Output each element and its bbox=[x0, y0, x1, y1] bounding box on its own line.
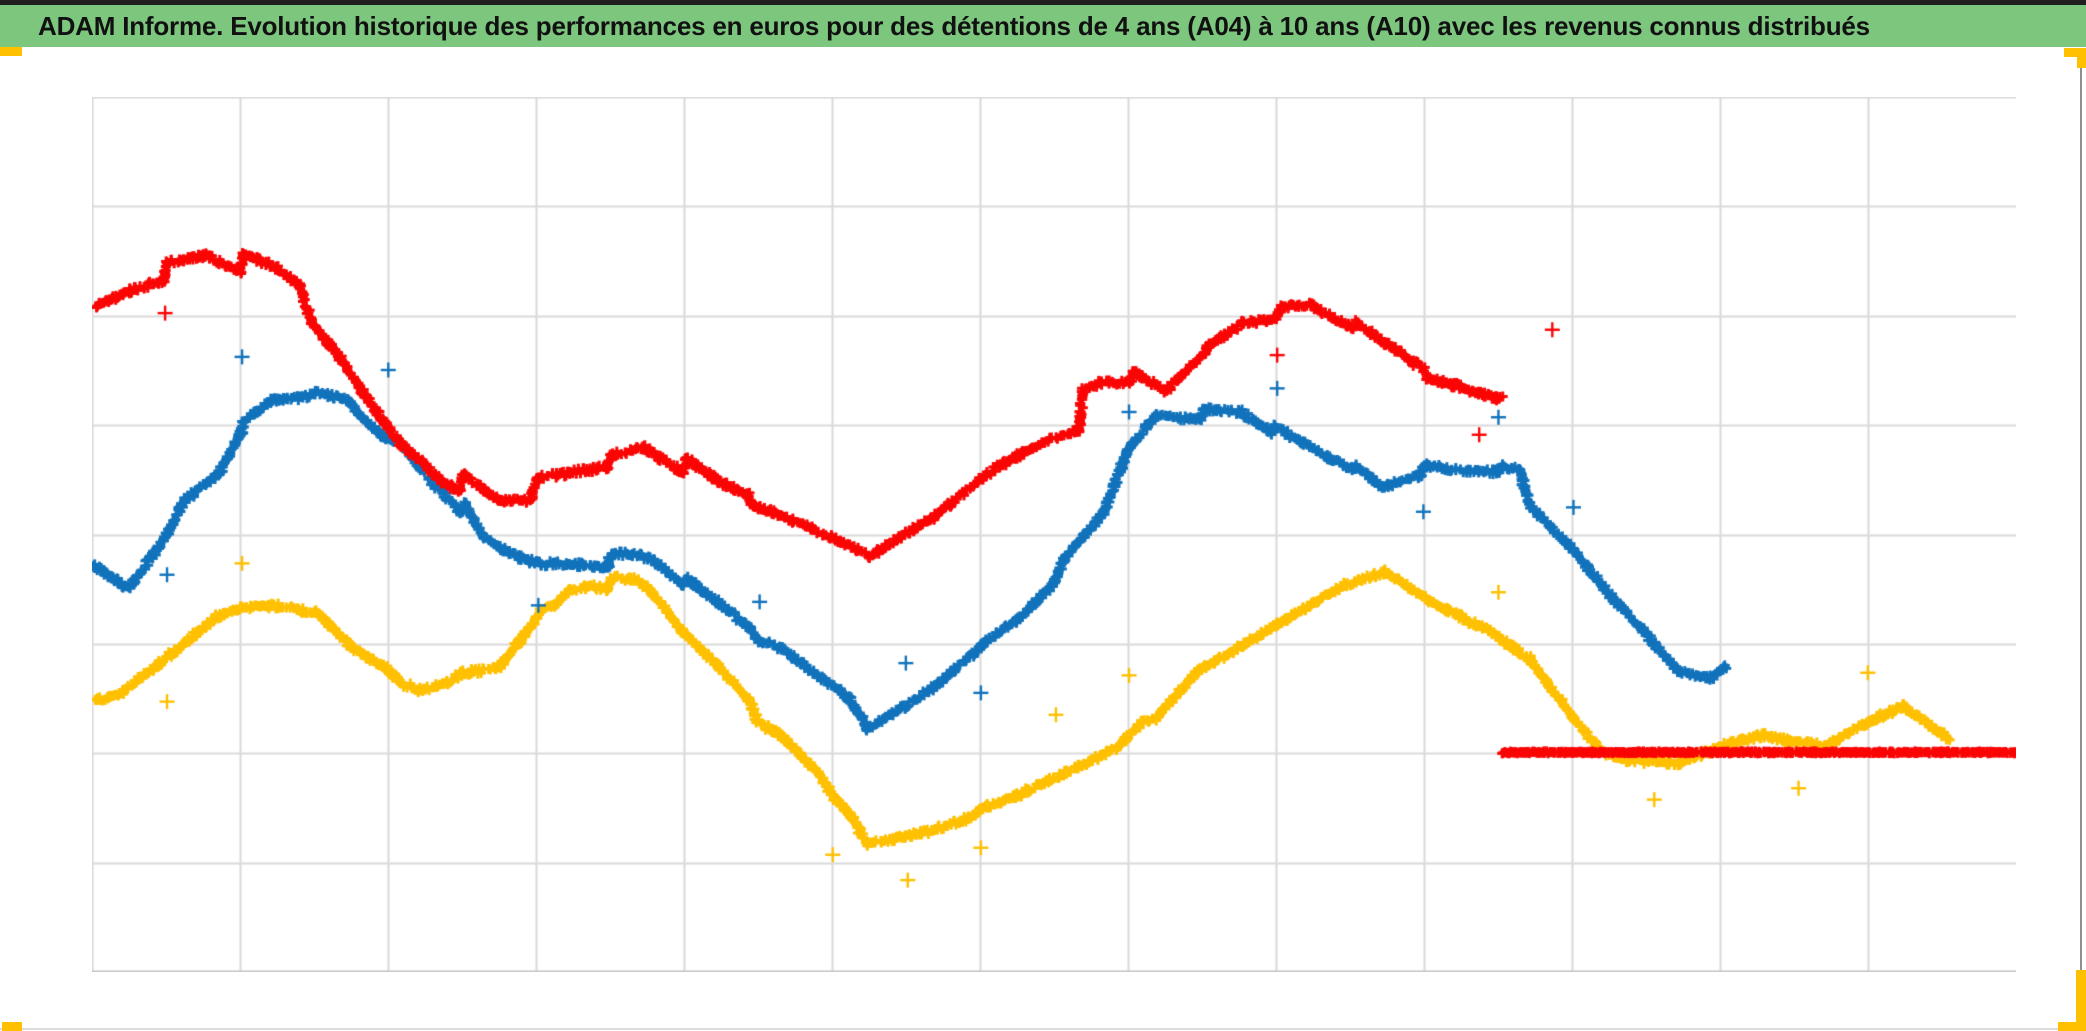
window-right-edge bbox=[2080, 52, 2082, 1031]
chart-title-bar: ADAM Informe. Evolution historique des p… bbox=[0, 5, 2086, 47]
yellow-corner-bottom-right-icon bbox=[2058, 1022, 2086, 1031]
chart-area[interactable] bbox=[92, 97, 2016, 972]
chart-title: ADAM Informe. Evolution historique des p… bbox=[38, 10, 1870, 41]
window-top-edge bbox=[0, 0, 2086, 5]
yellow-corner-bottom-right-icon bbox=[2076, 970, 2086, 1031]
yellow-corner-top-right-icon bbox=[2077, 48, 2086, 68]
window-bottom-edge bbox=[0, 1028, 2086, 1030]
yellow-corner-bottom-left-icon bbox=[2, 1022, 22, 1031]
yellow-corner-top-right-icon bbox=[2064, 48, 2086, 57]
yellow-corner-top-left-icon bbox=[0, 47, 22, 56]
performance-scatter-chart[interactable] bbox=[92, 97, 2016, 972]
